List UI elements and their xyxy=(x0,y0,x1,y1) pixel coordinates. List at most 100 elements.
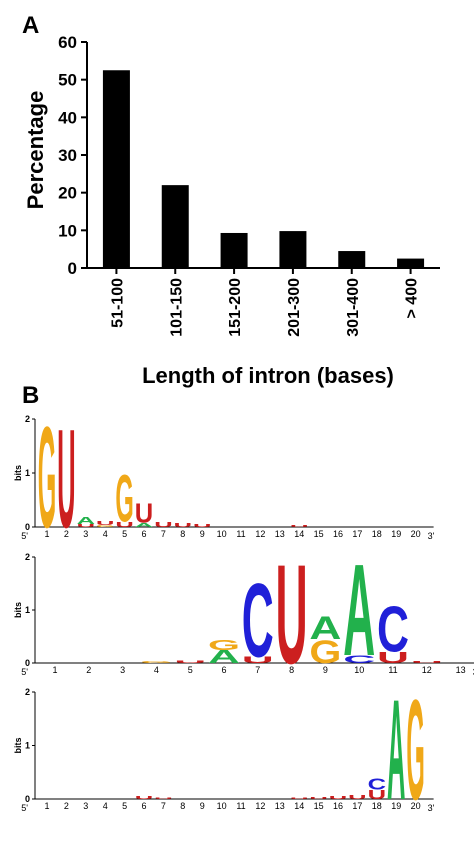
logo-panel: 012bits5'3'1234G5U6AG7UC8U9GA10CA11UC12U… xyxy=(13,536,474,694)
logo-letter: U xyxy=(77,523,95,528)
logo-letter: U xyxy=(193,523,211,528)
logo-letter: U xyxy=(154,797,172,799)
logo-position-label: 4 xyxy=(103,801,108,811)
logo-letter: U xyxy=(96,519,114,526)
bar xyxy=(397,258,425,268)
logo-position-label: 16 xyxy=(333,801,343,811)
logo-position-label: 8 xyxy=(180,801,185,811)
logo-position-label: 9 xyxy=(200,801,205,811)
logo-letter: U xyxy=(276,536,308,694)
logo-position-label: 4 xyxy=(103,529,108,539)
logo-position-label: 11 xyxy=(236,801,245,811)
logo-position-label: 5 xyxy=(122,529,127,539)
logo-letter: U xyxy=(135,498,153,529)
logo-position-label: 18 xyxy=(372,801,382,811)
panel-a-label: A xyxy=(22,12,39,39)
five-prime-label: 5' xyxy=(21,667,28,677)
five-prime-label: 5' xyxy=(21,531,28,541)
logo-letter: G xyxy=(208,637,240,653)
logo-position-label: 16 xyxy=(333,529,343,539)
logo-y-tick-label: 2 xyxy=(25,414,30,424)
logo-position-label: 9 xyxy=(323,665,328,675)
logo-position-label: 8 xyxy=(180,529,185,539)
y-axis-title: Percentage xyxy=(23,91,48,210)
logo-position-label: 20 xyxy=(411,801,421,811)
logo-y-tick-label: 1 xyxy=(25,468,30,478)
logo-position-label: 6 xyxy=(141,801,146,811)
bar xyxy=(279,231,307,268)
logo-position-label: 5 xyxy=(122,801,127,811)
logo-position-label: 14 xyxy=(294,529,304,539)
logo-position-label: 3 xyxy=(120,665,125,675)
logo-position-label: 2 xyxy=(86,665,91,675)
logo-position-label: 17 xyxy=(352,801,362,811)
logo-letter: A xyxy=(208,647,240,667)
logo-position-label: 3 xyxy=(83,529,88,539)
bar xyxy=(161,185,189,268)
logo-letter: G xyxy=(309,633,341,670)
logo-letter: G xyxy=(140,661,172,664)
logo-letter: U xyxy=(290,797,308,799)
logo-position-label: 1 xyxy=(44,801,49,811)
logo-position-label: 19 xyxy=(391,529,401,539)
logo-position-label: 6 xyxy=(221,665,226,675)
x-tick-label: 51-100 xyxy=(109,278,126,328)
logo-position-label: 20 xyxy=(411,529,421,539)
logo-position-label: 1 xyxy=(44,529,49,539)
logo-letter: G xyxy=(406,669,424,829)
logo-letter: G xyxy=(38,396,56,558)
logo-letter: U xyxy=(290,525,308,527)
five-prime-label: 5' xyxy=(21,803,28,813)
logo-position-label: 18 xyxy=(372,529,382,539)
logo-letter: A xyxy=(309,611,341,647)
logo-letter: U xyxy=(115,520,133,528)
logo-position-label: 8 xyxy=(289,665,294,675)
x-tick-label: 101-150 xyxy=(168,278,185,337)
logo-letter: C xyxy=(377,592,409,666)
logo-position-label: 17 xyxy=(352,529,362,539)
logo-position-label: 10 xyxy=(217,801,227,811)
logo-letter: U xyxy=(309,796,327,799)
x-tick-label: > 400 xyxy=(404,278,421,319)
logo-y-axis-title: bits xyxy=(13,602,23,618)
logo-position-label: 7 xyxy=(255,665,260,675)
logo-position-label: 5 xyxy=(188,665,193,675)
logo-position-label: 13 xyxy=(456,665,466,675)
logo-letter: C xyxy=(242,563,274,680)
logo-letter: U xyxy=(377,649,409,667)
logo-letter: U xyxy=(368,788,386,802)
y-tick-label: 50 xyxy=(58,71,77,90)
logo-position-label: 19 xyxy=(391,801,401,811)
logo-y-tick-label: 1 xyxy=(25,741,30,751)
logo-y-tick-label: 0 xyxy=(25,794,30,804)
logo-y-tick-label: 0 xyxy=(25,522,30,532)
logo-position-label: 10 xyxy=(217,529,227,539)
logo-y-tick-label: 1 xyxy=(25,605,30,615)
logo-letter: G xyxy=(115,462,133,537)
y-tick-label: 10 xyxy=(58,221,77,240)
bar xyxy=(102,70,130,268)
bar-chart: Percentage Length of intron (bases) 0 10 2… xyxy=(23,33,440,388)
logo-position-label: 6 xyxy=(141,529,146,539)
bar xyxy=(338,251,366,268)
logo-letter: U xyxy=(57,402,75,558)
logo-letter: A xyxy=(343,537,375,683)
x-tick-label: 151-200 xyxy=(227,278,244,337)
logo-letter: U xyxy=(348,794,366,801)
x-tick-label: 301-400 xyxy=(345,278,362,337)
logo-letter: U xyxy=(242,655,274,665)
logo-position-label: 15 xyxy=(314,529,324,539)
logo-position-label: 12 xyxy=(255,801,265,811)
x-tick-label: 201-300 xyxy=(286,278,303,337)
logo-position-label: 10 xyxy=(354,665,364,675)
logo-position-label: 14 xyxy=(294,801,304,811)
logo-position-label: 11 xyxy=(236,529,245,539)
logo-letter: U xyxy=(329,795,347,800)
logo-position-label: 15 xyxy=(314,801,324,811)
y-tick-label: 20 xyxy=(58,184,77,203)
y-tick-label: 0 xyxy=(68,259,77,278)
